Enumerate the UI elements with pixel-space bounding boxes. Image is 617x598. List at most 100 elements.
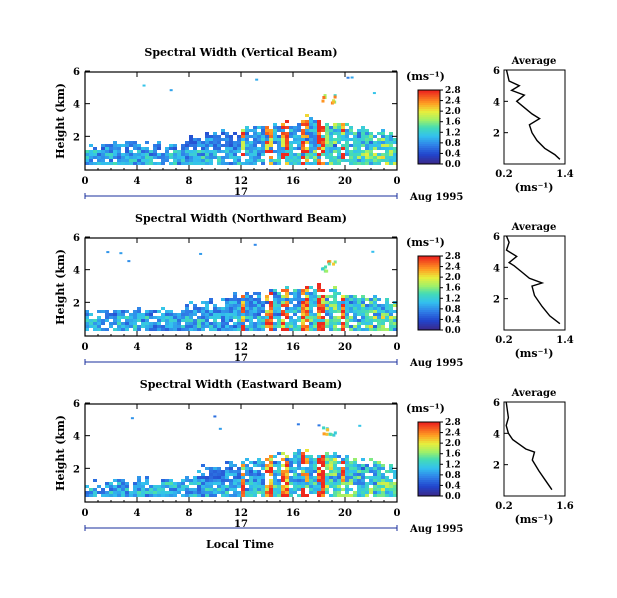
colorbar-segment xyxy=(418,307,440,310)
colorbar-segment xyxy=(418,100,440,103)
colorbar-segment xyxy=(418,430,440,433)
colorbar-tick-label: 1.6 xyxy=(445,118,461,128)
colorbar-segment xyxy=(418,454,440,458)
date-label: Aug 1995 xyxy=(409,524,463,535)
colorbar-segment xyxy=(418,280,440,284)
colorbar-tick-label: 2.4 xyxy=(445,429,461,439)
colorbar-segment xyxy=(418,481,440,485)
colorbar-segment xyxy=(418,446,440,450)
colorbar-segment xyxy=(418,452,440,456)
profile-y-tick-label: 2 xyxy=(493,461,500,472)
colorbar-segment xyxy=(418,317,440,321)
y-axis-label: Height (km) xyxy=(54,83,67,159)
colorbar-segment xyxy=(418,479,440,483)
x-tick-label: 8 xyxy=(186,176,193,187)
colorbar-segment xyxy=(418,268,440,271)
colorbar-tick-label: 2.4 xyxy=(445,97,461,107)
colorbar-segment xyxy=(418,96,440,99)
colorbar-tick-label: 0.0 xyxy=(445,160,461,170)
colorbar-tick-label: 0.0 xyxy=(445,326,461,336)
colorbar-segment xyxy=(418,266,440,269)
y-tick-label: 2 xyxy=(73,464,80,475)
profile-y-tick-label: 6 xyxy=(493,66,500,77)
profile-line xyxy=(505,69,561,160)
colorbar-segment xyxy=(418,465,440,468)
colorbar-segment xyxy=(418,440,440,444)
profile-x-label: (ms⁻¹) xyxy=(515,181,554,194)
colorbar: (ms⁻¹) 0.00.40.81.21.62.02.42.8 xyxy=(406,70,461,170)
colorbar-segment xyxy=(418,448,440,452)
colorbar-tick-label: 2.8 xyxy=(445,418,461,428)
y-tick-label: 4 xyxy=(73,100,80,111)
colorbar-segment xyxy=(418,327,440,331)
colorbar-segment xyxy=(418,311,440,315)
colorbar-frame xyxy=(417,421,441,497)
colorbar-segment xyxy=(418,436,440,439)
panel-title: Spectral Width (Eastward Beam) xyxy=(140,378,342,391)
colorbar-segment xyxy=(418,461,440,464)
colorbar-segment xyxy=(418,473,440,476)
colorbar-frame xyxy=(417,89,441,165)
date-label: Aug 1995 xyxy=(409,192,463,203)
colorbar-segment xyxy=(418,149,440,153)
x-tick-label: 8 xyxy=(186,342,193,353)
x-tick-label: 12 xyxy=(234,342,248,353)
x-tick-label: 0 xyxy=(394,176,401,187)
profile-x-label: (ms⁻¹) xyxy=(515,347,554,360)
colorbar-segment xyxy=(418,147,440,151)
colorbar-segment xyxy=(418,422,440,425)
colorbar-segment xyxy=(418,276,440,280)
colorbar-segment xyxy=(418,284,440,288)
profile-y-tick-label: 6 xyxy=(493,398,500,409)
colorbar-segment xyxy=(418,131,440,134)
profile-title: Average xyxy=(511,388,557,399)
colorbar-segment xyxy=(418,122,440,126)
date-line: 17 Aug 1995 xyxy=(84,519,463,535)
colorbar-tick-label: 0.4 xyxy=(445,315,461,325)
colorbar-segment xyxy=(418,323,440,327)
colorbar-segment xyxy=(418,483,440,487)
colorbar-segment xyxy=(418,469,440,472)
colorbar-segment xyxy=(418,143,440,146)
colorbar-segment xyxy=(418,301,440,304)
colorbar-segment xyxy=(418,428,440,431)
panel-title: Spectral Width (Northward Beam) xyxy=(135,212,347,225)
colorbar-segment xyxy=(418,444,440,448)
colorbar-tick-label: 2.0 xyxy=(445,107,461,117)
colorbar-tick-label: 1.2 xyxy=(445,294,461,304)
colorbar-segment xyxy=(418,106,440,109)
colorbar-segment xyxy=(418,92,440,95)
colorbar-segment xyxy=(418,288,440,292)
colorbar-segment xyxy=(418,102,440,105)
colorbar-segment xyxy=(418,153,440,157)
colorbar-segment xyxy=(418,477,440,481)
date-label: Aug 1995 xyxy=(409,358,463,369)
colorbar-segment xyxy=(418,270,440,273)
colorbar-segment xyxy=(418,489,440,493)
x-tick-label: 12 xyxy=(234,508,248,519)
colorbar-segment xyxy=(418,159,440,163)
x-tick-label: 4 xyxy=(134,342,141,353)
colorbar-segment xyxy=(418,137,440,140)
colorbar-tick-label: 0.4 xyxy=(445,149,461,159)
colorbar-segment xyxy=(418,305,440,308)
colorbar-segment xyxy=(418,110,440,114)
profile-title: Average xyxy=(511,56,557,67)
colorbar-segment xyxy=(418,459,440,462)
colorbar-segment xyxy=(418,295,440,298)
colorbar-segment xyxy=(418,321,440,325)
y-tick-label: 6 xyxy=(73,399,80,410)
colorbar-tick-label: 1.2 xyxy=(445,128,461,138)
x-tick-label: 16 xyxy=(286,342,300,353)
colorbar-segment xyxy=(418,116,440,120)
y-tick-label: 4 xyxy=(73,266,80,277)
colorbar-segment xyxy=(418,272,440,275)
colorbar-frame xyxy=(417,255,441,331)
x-tick-label: 0 xyxy=(394,508,401,519)
x-tick-label: 8 xyxy=(186,508,193,519)
x-tick-label: 0 xyxy=(82,176,89,187)
profile-line xyxy=(505,235,561,325)
y-axis-label: Height (km) xyxy=(54,249,67,325)
colorbar-segment xyxy=(418,155,440,159)
